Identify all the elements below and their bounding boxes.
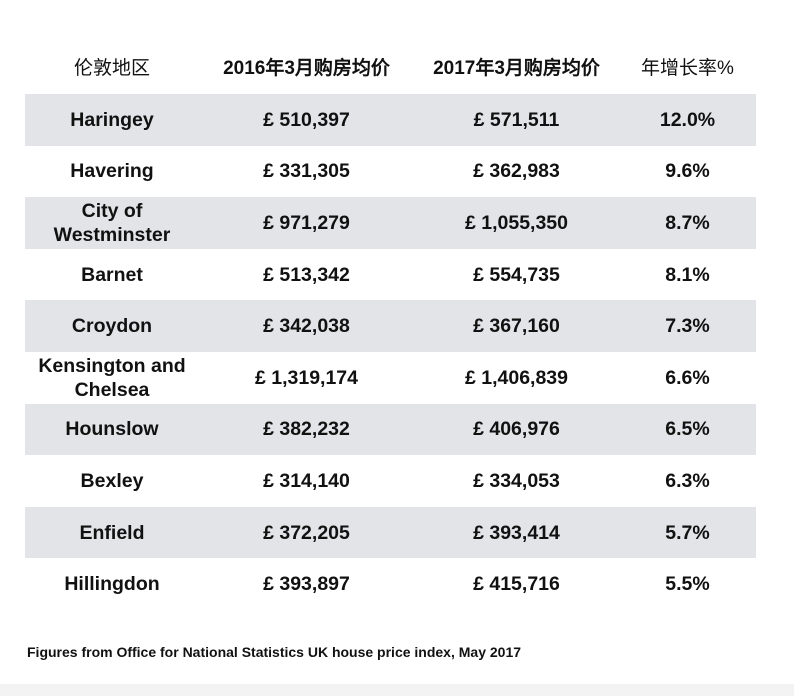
price-2017-cell: £ 334,053: [473, 469, 560, 492]
price-2017-cell: £ 406,976: [473, 418, 560, 441]
growth-cell: 6.3%: [665, 469, 710, 492]
table-row: City of Westminster £ 971,279 £ 1,055,35…: [25, 197, 756, 249]
price-2016-cell: £ 393,897: [263, 573, 350, 596]
region-cell: City of Westminster: [53, 199, 171, 246]
header-region: 伦敦地区: [73, 58, 150, 79]
table-row: Hounslow £ 382,232 £ 406,976 6.5%: [25, 403, 756, 456]
price-2016-cell: £ 372,205: [263, 521, 350, 544]
price-2016-cell: £ 314,140: [263, 469, 350, 492]
growth-cell: 6.6%: [665, 366, 710, 389]
region-cell: Haringey: [70, 108, 154, 131]
region-cell: Barnet: [81, 263, 143, 286]
table-row: Enfield £ 372,205 £ 393,414 5.7%: [25, 506, 756, 559]
price-2017-cell: £ 1,055,350: [464, 211, 568, 234]
price-2016-cell: £ 382,232: [263, 418, 350, 441]
growth-cell: 5.5%: [665, 573, 710, 596]
price-2017-cell: £ 393,414: [473, 521, 560, 544]
price-2017-cell: £ 554,735: [473, 263, 560, 286]
region-cell: Kensington and Chelsea: [38, 354, 186, 401]
growth-cell: 8.7%: [665, 211, 710, 234]
price-2016-cell: £ 1,319,174: [254, 366, 358, 389]
table-row: Bexley £ 314,140 £ 334,053 6.3%: [25, 455, 756, 507]
growth-cell: 12.0%: [659, 108, 716, 131]
price-2017-cell: £ 362,983: [473, 160, 560, 183]
header-price-2016: 2016年3月购房均价: [223, 58, 390, 79]
table-row: Hillingdon £ 393,897 £ 415,716 5.5%: [25, 558, 756, 610]
region-cell: Hillingdon: [64, 573, 160, 596]
table-row: Havering £ 331,305 £ 362,983 9.6%: [25, 146, 756, 198]
growth-cell: 5.7%: [665, 521, 710, 544]
price-2017-cell: £ 367,160: [473, 315, 560, 338]
table-row: Barnet £ 513,342 £ 554,735 8.1%: [25, 249, 756, 301]
price-2016-cell: £ 513,342: [263, 263, 350, 286]
growth-cell: 7.3%: [665, 315, 710, 338]
price-2016-cell: £ 342,038: [263, 315, 350, 338]
table-row: Kensington and Chelsea £ 1,319,174 £ 1,4…: [25, 352, 756, 404]
table-header-row: 伦敦地区 2016年3月购房均价 2017年3月购房均价 年增长率%: [25, 44, 756, 94]
price-2017-cell: £ 571,511: [473, 108, 560, 131]
region-cell: Hounslow: [65, 418, 159, 441]
source-footnote: Figures from Office for National Statist…: [27, 644, 522, 660]
table-row: Croydon £ 342,038 £ 367,160 7.3%: [25, 300, 756, 352]
header-price-2017: 2017年3月购房均价: [433, 58, 600, 79]
table-row: Haringey £ 510,397 £ 571,511 12.0%: [25, 94, 756, 146]
growth-cell: 8.1%: [665, 263, 710, 286]
growth-cell: 9.6%: [665, 160, 710, 183]
bottom-band: [0, 684, 794, 696]
price-2016-cell: £ 510,397: [263, 108, 350, 131]
region-cell: Croydon: [71, 315, 153, 338]
price-2016-cell: £ 331,305: [263, 160, 350, 183]
price-2016-cell: £ 971,279: [263, 211, 350, 234]
price-2017-cell: £ 415,716: [473, 573, 560, 596]
region-cell: Bexley: [80, 469, 144, 492]
growth-cell: 6.5%: [665, 418, 710, 441]
house-price-table: 伦敦地区 2016年3月购房均价 2017年3月购房均价 年增长率% Harin…: [25, 44, 756, 610]
region-cell: Enfield: [79, 521, 145, 544]
header-growth: 年增长率%: [641, 58, 734, 79]
region-cell: Havering: [70, 160, 154, 183]
price-2017-cell: £ 1,406,839: [464, 366, 568, 389]
